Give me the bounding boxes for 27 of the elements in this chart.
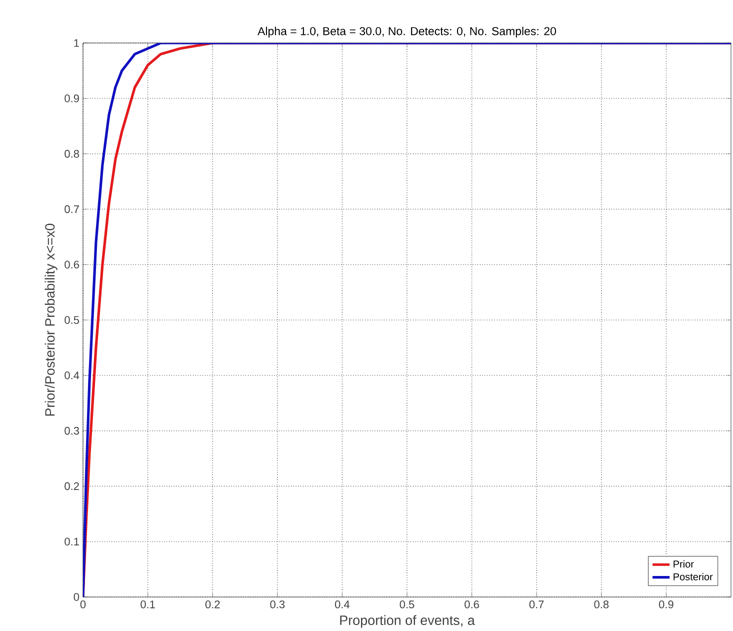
x-tick-label: 0.2 <box>205 600 220 608</box>
x-tick-label: 0.1 <box>140 600 155 608</box>
y-axis-title: Prior/Posterior Probability x<=x0 <box>44 224 58 416</box>
legend-label: Posterior <box>674 572 713 580</box>
x-axis-title: Proportion of events, a <box>340 615 475 628</box>
y-tick-label: 0.1 <box>64 538 79 546</box>
y-tick-label: 0.9 <box>64 94 79 102</box>
x-tick-label: 0.7 <box>529 600 544 608</box>
y-tick-label: 0.6 <box>64 260 80 268</box>
x-tick-label: 0.4 <box>335 600 350 608</box>
y-tick-label: 0 <box>74 593 80 601</box>
y-tick-label: 0.3 <box>64 426 80 435</box>
x-tick-label: 0.3 <box>270 600 285 608</box>
line-series <box>83 42 732 597</box>
y-tick-label: 0.8 <box>64 150 80 158</box>
y-tick-label: 0.2 <box>64 482 79 490</box>
x-tick-label: 0.9 <box>659 600 674 608</box>
chart-title: Alpha = 1.0, Beta = 30.0, No. Detects: 0, No. Samples: 20 <box>258 26 556 38</box>
y-tick-label: 0.4 <box>64 371 80 380</box>
legend-label: Prior <box>674 560 694 568</box>
x-tick-label: 0.5 <box>400 600 414 608</box>
x-tick-label: 0.6 <box>464 600 479 608</box>
y-tick-label: 0.5 <box>64 316 80 324</box>
x-tick-label: 0.8 <box>594 600 609 608</box>
x-tick-label: 0 <box>80 600 86 608</box>
y-tick-label: 0.7 <box>64 205 79 214</box>
y-tick-label: 1 <box>74 39 79 47</box>
